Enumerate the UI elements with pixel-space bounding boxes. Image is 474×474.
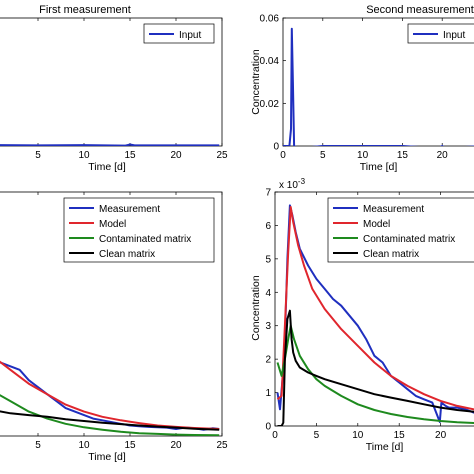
y-tick-label: 6 xyxy=(265,221,271,232)
legend: Input xyxy=(407,23,474,44)
x-tick-label: 10 xyxy=(78,150,90,161)
x-axis-label: Time [d] xyxy=(88,161,126,173)
x-tick-label: 10 xyxy=(357,150,369,161)
x-tick-label: 20 xyxy=(170,440,182,451)
x-tick-label: 5 xyxy=(35,150,41,161)
chart-title: Second measurement xyxy=(366,4,474,16)
y-tick-label: 7 xyxy=(265,188,271,199)
legend: Measurement Model Contaminated matrix Clean… xyxy=(327,197,474,263)
series-line-model xyxy=(276,206,474,411)
legend-box xyxy=(143,23,215,44)
series-line-contaminated-matrix xyxy=(276,324,474,424)
x-tick-label: 15 xyxy=(397,150,409,161)
x-tick-label: 0 xyxy=(272,430,278,441)
y-axis-label: Concentration xyxy=(250,49,262,115)
chart-title: First measurement xyxy=(39,4,131,16)
y-multiplier: x 10-3 xyxy=(279,177,306,191)
chart-panel-tl: 5 10 15 20 25 Time [d] First measurement Input xyxy=(0,4,228,173)
series-line-input xyxy=(0,143,220,146)
x-tick-label: 15 xyxy=(124,440,136,451)
y-tick-label: 4 xyxy=(265,288,271,299)
series-line-clean-matrix xyxy=(277,309,474,426)
x-tick-label: 25 xyxy=(216,150,228,161)
legend: Measurement Model Contaminated matrix Clean… xyxy=(63,197,215,263)
series-line-input xyxy=(283,27,474,146)
y-tick-label: 0.02 xyxy=(260,99,280,110)
y-tick-label: 0.06 xyxy=(260,14,280,25)
legend-label: Clean matrix xyxy=(363,249,419,260)
y-tick-label: 5 xyxy=(265,254,271,265)
x-tick-label: 5 xyxy=(320,150,326,161)
legend-label: Input xyxy=(179,30,201,41)
x-tick-label: 5 xyxy=(314,430,320,441)
x-tick-label: 10 xyxy=(352,430,364,441)
x-tick-label: 20 xyxy=(435,430,447,441)
legend-label: Model xyxy=(363,219,390,230)
x-tick-label: 10 xyxy=(78,440,90,451)
x-tick-label: 15 xyxy=(394,430,406,441)
y-axis-label: Concentration xyxy=(250,275,262,341)
legend-label: Measurement xyxy=(99,204,160,215)
legend-label: Measurement xyxy=(363,204,424,215)
legend-label: Model xyxy=(99,219,126,230)
y-tick-label: 0 xyxy=(265,422,271,433)
series-line-contaminated-matrix xyxy=(0,394,220,436)
x-axis-label: Time [d] xyxy=(88,451,126,463)
plot-frame xyxy=(0,191,223,437)
y-multiplier-base: x 10 xyxy=(279,180,298,191)
legend-label: Contaminated matrix xyxy=(99,234,191,245)
y-tick-label: 2 xyxy=(265,355,271,366)
y-tick-label: 0.04 xyxy=(260,56,280,67)
legend-label: Contaminated matrix xyxy=(363,234,455,245)
x-tick-label: 25 xyxy=(216,440,228,451)
series-line-model xyxy=(0,360,220,430)
legend-label: Clean matrix xyxy=(99,249,155,260)
y-tick-label: 0 xyxy=(273,142,279,153)
x-axis-label: Time [d] xyxy=(366,441,404,453)
chart-panel-tr: 0 5 10 15 20 Time [d] 0 0.02 0.04 0.06 Concentrati… xyxy=(250,4,474,173)
legend: Input xyxy=(143,23,215,44)
legend-label: Input xyxy=(443,30,465,41)
x-axis-label: Time [d] xyxy=(360,161,398,173)
x-tick-label: 20 xyxy=(437,150,449,161)
x-tick-label: 5 xyxy=(35,440,41,451)
plot-frame xyxy=(274,191,474,427)
y-tick-label: 1 xyxy=(265,388,271,399)
chart-panel-br: 0 5 10 15 20 Time [d] 0 1 2 3 4 5 6 7 Concentration x 1… xyxy=(250,177,474,453)
x-tick-label: 0 xyxy=(280,150,286,161)
y-multiplier-exponent: -3 xyxy=(298,177,306,186)
x-tick-label: 15 xyxy=(124,150,136,161)
legend-box xyxy=(407,23,474,44)
series-line-clean-matrix xyxy=(0,410,220,431)
x-tick-label: 20 xyxy=(170,150,182,161)
chart-panel-bl: 5 10 15 20 25 Time [d] Measurement Model Contami… xyxy=(0,191,228,463)
y-tick-label: 3 xyxy=(265,321,271,332)
